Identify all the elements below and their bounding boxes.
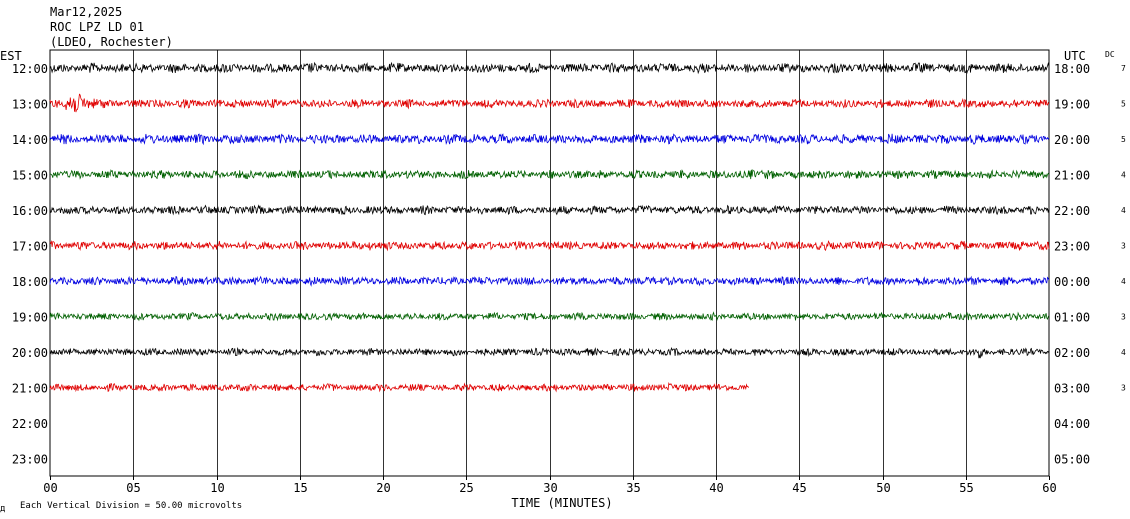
seismic-trace-1600: [49, 204, 1050, 216]
utc-hour-label: 21:00: [1054, 169, 1090, 183]
est-hour-label: 23:00: [12, 453, 48, 467]
header-network: (LDEO, Rochester): [50, 35, 173, 49]
x-tick-label: 35: [626, 481, 640, 495]
est-hour-label: 19:00: [12, 311, 48, 325]
est-hour-label: 12:00: [12, 62, 48, 76]
row-labels: 12:00 18:00 7 13:00 19:00 5 14:00 20:00 5 15:00 21…: [12, 62, 1126, 467]
x-tick-label: 60: [1042, 481, 1056, 495]
dc-offset-label: 3: [1121, 242, 1126, 251]
x-tick-label: 30: [543, 481, 557, 495]
vertical-grid: [133, 50, 967, 476]
utc-hour-label: 05:00: [1054, 453, 1090, 467]
seismic-trace-2100: [49, 381, 749, 393]
left-axis-label: EST: [0, 49, 22, 63]
plot-border: [49, 49, 1050, 477]
utc-hour-label: 18:00: [1054, 62, 1090, 76]
seismic-trace-1300: [49, 93, 1050, 113]
est-hour-label: 17:00: [12, 240, 48, 254]
utc-hour-label: 01:00: [1054, 311, 1090, 325]
x-tick-label: 50: [876, 481, 890, 495]
dc-offset-label: 5: [1121, 135, 1126, 144]
utc-hour-label: 02:00: [1054, 346, 1090, 360]
seismic-trace-1200: [49, 61, 1050, 75]
scale-note: Each Vertical Division = 50.00 microvolt…: [20, 501, 242, 511]
header-date: Mar12,2025: [50, 5, 122, 19]
x-tick-label: 20: [376, 481, 390, 495]
dc-offset-label: 3: [1121, 313, 1126, 322]
dc-label: DC: [1105, 50, 1115, 59]
dc-offset-label: 7: [1121, 64, 1126, 73]
utc-hour-label: 03:00: [1054, 382, 1090, 396]
x-tick-labels: 00 05 10 15 20 25 30 35 40 45 50 55 60: [43, 476, 1057, 495]
seismic-trace-1900: [49, 311, 1050, 322]
dc-offset-label: 5: [1121, 100, 1126, 109]
trace-group: [49, 61, 1050, 393]
utc-hour-label: 19:00: [1054, 98, 1090, 112]
x-tick-label: 55: [959, 481, 973, 495]
dc-offset-label: 4: [1121, 206, 1126, 215]
est-hour-label: 15:00: [12, 169, 48, 183]
utc-hour-label: 04:00: [1054, 417, 1090, 431]
dc-offset-label: 3: [1121, 384, 1126, 393]
est-hour-label: 13:00: [12, 98, 48, 112]
plot-frame: [49, 49, 1050, 477]
x-tick-label: 40: [709, 481, 723, 495]
dc-offset-label: 4: [1121, 171, 1126, 180]
seismic-trace-2000: [49, 347, 1050, 359]
x-tick-label: 05: [126, 481, 140, 495]
x-tick-label: 15: [293, 481, 307, 495]
est-hour-label: 21:00: [12, 382, 48, 396]
x-tick-label: 45: [792, 481, 806, 495]
utc-hour-label: 22:00: [1054, 204, 1090, 218]
dc-offset-label: 4: [1121, 277, 1126, 286]
est-hour-label: 14:00: [12, 133, 48, 147]
header-station: ROC LPZ LD 01: [50, 20, 144, 34]
utc-hour-label: 00:00: [1054, 275, 1090, 289]
x-axis-label: TIME (MINUTES): [511, 496, 612, 510]
utc-hour-label: 23:00: [1054, 240, 1090, 254]
x-tick-label: 10: [210, 481, 224, 495]
seismic-trace-1800: [49, 275, 1050, 287]
corner-mark: д: [0, 504, 5, 514]
dc-offset-label: 4: [1121, 348, 1126, 357]
est-hour-label: 22:00: [12, 417, 48, 431]
est-hour-label: 16:00: [12, 204, 48, 218]
seismic-trace-1400: [49, 133, 1050, 146]
est-hour-label: 20:00: [12, 346, 48, 360]
seismic-trace-1700: [49, 240, 1050, 252]
utc-hour-label: 20:00: [1054, 133, 1090, 147]
est-hour-label: 18:00: [12, 275, 48, 289]
x-tick-label: 25: [459, 481, 473, 495]
seismic-trace-1500: [49, 169, 1050, 180]
right-axis-label: UTC: [1064, 49, 1086, 63]
x-tick-label: 00: [43, 481, 57, 495]
